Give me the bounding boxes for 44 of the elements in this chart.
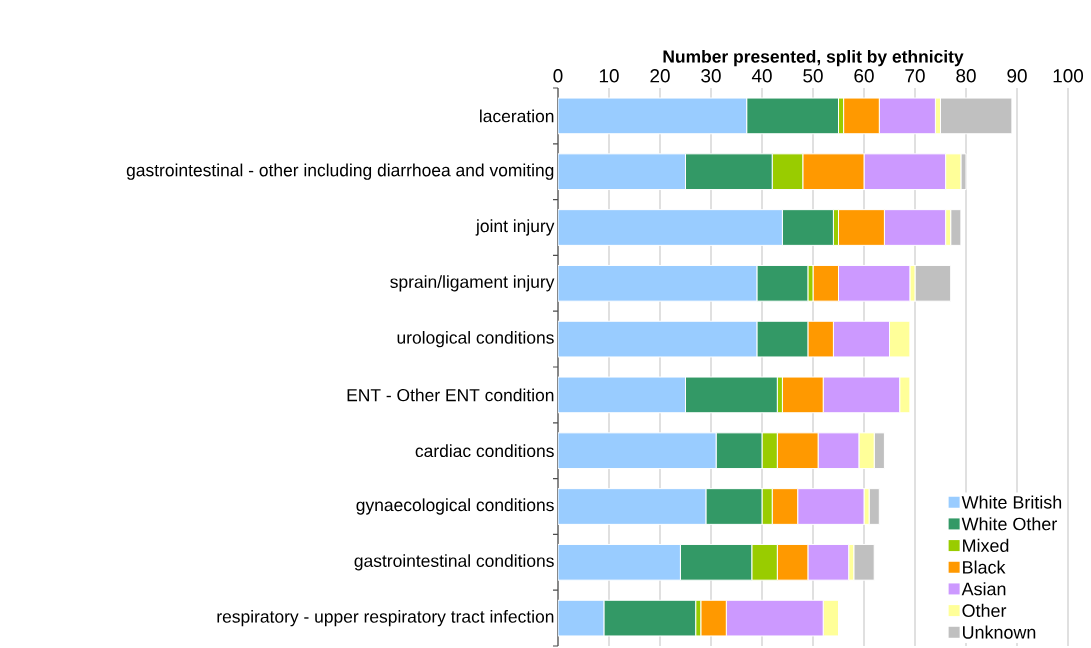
bar: [558, 209, 783, 246]
x-tick-label: 20: [650, 69, 670, 83]
bar: [558, 320, 758, 358]
y-tick-label: gynaecological conditions: [356, 498, 554, 515]
y-tick-label: laceration: [480, 109, 554, 123]
bar: [558, 97, 748, 135]
bar: [940, 97, 1013, 135]
x-tick-label: 100: [1053, 69, 1084, 83]
legend-label: Black: [963, 560, 1006, 574]
x-tick-label: 40: [751, 69, 772, 83]
legend-label: Mixed: [963, 538, 1009, 553]
bar: [558, 432, 717, 470]
x-tick-label: 0: [553, 69, 563, 83]
bar: [558, 376, 686, 414]
y-tick-label: gastrointestinal conditions: [354, 554, 554, 571]
y-tick-label: cardiac conditions: [415, 444, 554, 458]
bar: [558, 488, 707, 525]
legend-label: White Other: [961, 517, 1057, 531]
bar: [558, 264, 758, 302]
x-tick-label: 60: [854, 69, 874, 83]
x-tick-label: 50: [803, 69, 823, 83]
legend-label: Other: [962, 603, 1007, 618]
y-tick-label: urological conditions: [397, 330, 554, 348]
y-tick-label: sprain/ligament injury: [390, 275, 555, 292]
bar: [853, 543, 875, 581]
x-tick-label: 30: [701, 69, 721, 83]
bar: [558, 543, 681, 581]
y-tick-label: respiratory - upper respiratory tract infection: [217, 609, 554, 627]
bar: [914, 264, 952, 302]
legend-label: White British: [961, 495, 1062, 509]
bar: [868, 488, 880, 525]
x-axis-title: Number presented, split by ethnicity: [663, 49, 964, 67]
x-tick-label: 90: [1007, 69, 1027, 83]
bar: [558, 599, 605, 637]
legend-label: Unknown: [963, 625, 1036, 639]
y-tick-label: gastrointestinal - other including diarrhoea and vomiting: [126, 163, 554, 180]
bar: [558, 153, 686, 191]
x-tick-label: 10: [599, 69, 619, 83]
legend-label: Asian: [961, 582, 1006, 596]
y-tick-label: ENT - Other ENT condition: [347, 388, 554, 402]
x-tick-label: 80: [956, 69, 976, 83]
bar: [950, 209, 962, 246]
y-tick-label: joint injury: [475, 219, 555, 236]
x-tick-label: 70: [905, 69, 925, 83]
